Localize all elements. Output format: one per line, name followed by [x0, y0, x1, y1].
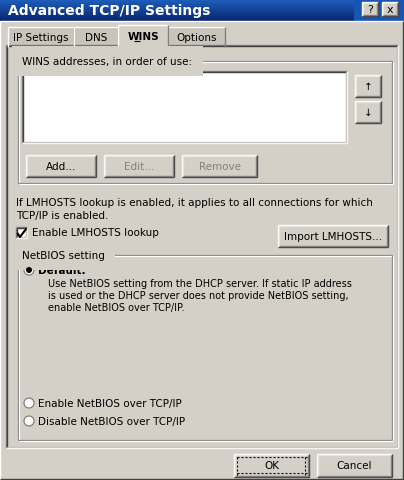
Text: Disable NetBIOS over TCP/IP: Disable NetBIOS over TCP/IP: [38, 416, 185, 426]
Bar: [317, 454, 392, 477]
Bar: [382, 3, 398, 17]
Text: Cancel: Cancel: [337, 460, 372, 470]
Text: IP Settings: IP Settings: [13, 33, 69, 43]
Circle shape: [24, 416, 34, 426]
Text: Enable NetBIOS over TCP/IP: Enable NetBIOS over TCP/IP: [38, 398, 182, 408]
Bar: [0, 15, 354, 16]
Text: Enable LMHOSTS lookup: Enable LMHOSTS lookup: [32, 228, 159, 238]
Bar: [8, 28, 74, 48]
Bar: [0, 0, 354, 1]
Bar: [0, 1, 354, 2]
Bar: [0, 14, 354, 15]
Bar: [0, 5, 354, 6]
Bar: [362, 3, 378, 17]
Bar: [0, 9, 354, 10]
Bar: [0, 8, 354, 9]
Text: Edit...: Edit...: [124, 162, 154, 172]
Bar: [74, 28, 118, 48]
Bar: [0, 10, 354, 11]
Bar: [0, 11, 354, 12]
Bar: [0, 0, 354, 22]
Text: ↓: ↓: [364, 108, 372, 118]
Text: WINS: WINS: [127, 32, 159, 42]
Bar: [6, 46, 398, 448]
Bar: [0, 2, 354, 3]
Bar: [0, 13, 354, 14]
Circle shape: [24, 265, 34, 276]
Bar: [0, 12, 354, 13]
Text: Use NetBIOS setting from the DHCP server. If static IP address: Use NetBIOS setting from the DHCP server…: [48, 278, 352, 288]
Text: Remove: Remove: [198, 162, 240, 172]
Text: OK: OK: [264, 460, 279, 470]
Bar: [0, 3, 354, 4]
Text: enable NetBIOS over TCP/IP.: enable NetBIOS over TCP/IP.: [48, 302, 185, 312]
Bar: [0, 6, 354, 7]
Bar: [16, 228, 27, 239]
Text: Options: Options: [176, 33, 217, 43]
Text: ↑: ↑: [364, 82, 372, 92]
Text: NetBIOS setting: NetBIOS setting: [22, 251, 105, 261]
Text: ?: ?: [367, 5, 373, 15]
Text: x: x: [387, 5, 393, 15]
Bar: [118, 26, 168, 48]
Text: is used or the DHCP server does not provide NetBIOS setting,: is used or the DHCP server does not prov…: [48, 290, 349, 300]
Bar: [22, 72, 347, 144]
Text: Import LMHOSTS...: Import LMHOSTS...: [284, 231, 382, 241]
Circle shape: [24, 398, 34, 408]
Bar: [0, 4, 354, 5]
Bar: [355, 76, 381, 98]
Bar: [26, 156, 96, 178]
Text: Advanced TCP/IP Settings: Advanced TCP/IP Settings: [8, 4, 210, 18]
Bar: [119, 46, 168, 48]
Bar: [0, 7, 354, 8]
Text: If LMHOSTS lookup is enabled, it applies to all connections for which: If LMHOSTS lookup is enabled, it applies…: [16, 198, 373, 207]
Bar: [0, 0, 404, 22]
Bar: [278, 226, 388, 248]
Bar: [234, 454, 309, 477]
Text: TCP/IP is enabled.: TCP/IP is enabled.: [16, 211, 108, 220]
Text: DNS: DNS: [85, 33, 107, 43]
Bar: [0, 20, 354, 21]
Bar: [0, 19, 354, 20]
Bar: [168, 28, 225, 48]
Bar: [0, 17, 354, 18]
Text: Add...: Add...: [46, 162, 76, 172]
Circle shape: [26, 267, 32, 274]
Bar: [104, 156, 174, 178]
Text: WINS addresses, in order of use:: WINS addresses, in order of use:: [22, 57, 192, 67]
Bar: [0, 21, 354, 22]
Bar: [0, 18, 354, 19]
Text: Default:: Default:: [38, 265, 86, 276]
Bar: [0, 16, 354, 17]
Bar: [182, 156, 257, 178]
Bar: [355, 102, 381, 124]
